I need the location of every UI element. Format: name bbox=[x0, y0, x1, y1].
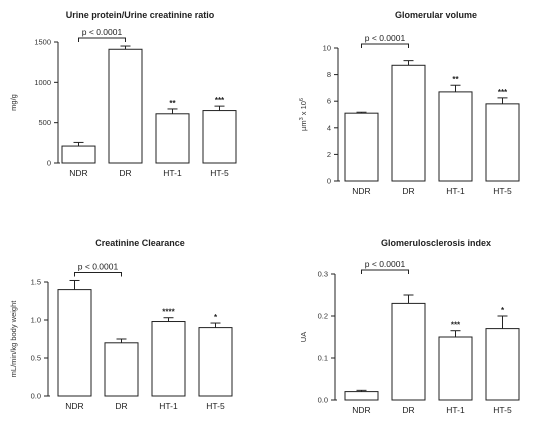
x-tick-label: HT-5 bbox=[493, 405, 512, 415]
x-tick-label: HT-5 bbox=[206, 401, 225, 411]
bar-ht-5 bbox=[485, 328, 520, 401]
x-tick-label: HT-1 bbox=[159, 401, 178, 411]
significance-marker: ** bbox=[169, 99, 176, 108]
chart-title: Glomerular volume bbox=[395, 10, 477, 20]
bar-ndr bbox=[57, 289, 92, 397]
x-tick-label: DR bbox=[402, 405, 414, 415]
y-tick-label: 0.1 bbox=[318, 354, 328, 363]
p-value-label: p < 0.0001 bbox=[78, 261, 119, 271]
bar-ht-5 bbox=[202, 110, 237, 164]
x-tick-label: HT-1 bbox=[446, 186, 465, 196]
bar-ht-5 bbox=[485, 103, 520, 182]
bar-dr bbox=[391, 302, 426, 401]
x-tick-label: NDR bbox=[352, 186, 370, 196]
y-tick-label: 0.0 bbox=[31, 392, 41, 401]
chart-title: Glomerulosclerosis index bbox=[381, 238, 491, 248]
y-tick-label: 1000 bbox=[34, 78, 51, 87]
y-tick-label: 0.5 bbox=[31, 354, 41, 363]
x-tick-label: HT-1 bbox=[163, 168, 182, 178]
bar-ndr bbox=[344, 112, 379, 182]
y-axis-label-tail: x 10 bbox=[299, 101, 308, 117]
y-tick-label: 10 bbox=[323, 44, 331, 53]
significance-marker: **** bbox=[162, 308, 175, 317]
x-tick-label: NDR bbox=[352, 405, 370, 415]
y-axis-label: UA bbox=[299, 332, 308, 342]
y-tick-label: 1500 bbox=[34, 38, 51, 47]
significance-marker: *** bbox=[451, 321, 461, 330]
y-axis-label-superscript: 6 bbox=[299, 98, 305, 101]
bar-ht-1 bbox=[438, 336, 473, 401]
chart-panel-4: Glomerulosclerosis index UA 0.0 0.1 0.2 0.3 ND… bbox=[299, 238, 520, 415]
x-tick-label: NDR bbox=[65, 401, 83, 411]
y-tick-label: 4 bbox=[327, 123, 331, 132]
significance-marker: *** bbox=[215, 96, 225, 105]
comparison-bracket bbox=[361, 269, 409, 274]
p-value-label: p < 0.0001 bbox=[82, 27, 123, 37]
bar-ht-1 bbox=[151, 321, 186, 397]
chart-panel-1: Urine protein/Urine creatinine ratio mg/g… bbox=[9, 10, 237, 178]
y-axis-label: mg/g bbox=[9, 94, 18, 111]
significance-marker: * bbox=[501, 306, 505, 315]
y-tick-label: 1.5 bbox=[31, 278, 41, 287]
bar-dr bbox=[104, 342, 139, 397]
y-tick-label: 2 bbox=[327, 150, 331, 159]
x-tick-label: HT-5 bbox=[210, 168, 229, 178]
y-tick-label: 0 bbox=[327, 177, 331, 186]
bar-ndr bbox=[61, 145, 96, 164]
x-tick-label: DR bbox=[115, 401, 127, 411]
comparison-bracket bbox=[361, 43, 409, 48]
x-tick-label: HT-1 bbox=[446, 405, 465, 415]
x-tick-label: NDR bbox=[69, 168, 87, 178]
x-tick-label: DR bbox=[402, 186, 414, 196]
y-axis-label-main: µm bbox=[299, 120, 308, 131]
y-tick-label: 500 bbox=[38, 118, 51, 127]
x-tick-label: DR bbox=[119, 168, 131, 178]
y-tick-label: 0.2 bbox=[318, 312, 328, 321]
comparison-bracket bbox=[74, 271, 122, 277]
y-axis-label: mL/min/kg body weight bbox=[9, 300, 18, 378]
significance-marker: ** bbox=[452, 75, 459, 84]
bar-ht-5 bbox=[198, 327, 233, 397]
bar-ndr bbox=[344, 391, 379, 401]
chart-panel-3: Creatinine Clearance mL/min/kg body weigh… bbox=[9, 238, 233, 411]
y-tick-label: 6 bbox=[327, 97, 331, 106]
y-tick-label: 8 bbox=[327, 70, 331, 79]
y-axis-label-superscript: 3 bbox=[299, 117, 305, 120]
y-tick-label: 0.3 bbox=[318, 270, 328, 279]
chart-title: Urine protein/Urine creatinine ratio bbox=[66, 10, 215, 20]
significance-marker: *** bbox=[498, 88, 508, 97]
y-axis-label-main: mL/min/kg body weight bbox=[9, 300, 18, 378]
y-tick-label: 0 bbox=[47, 159, 51, 168]
bar-dr bbox=[108, 48, 143, 164]
p-value-label: p < 0.0001 bbox=[365, 259, 406, 269]
y-tick-label: 1.0 bbox=[31, 316, 41, 325]
comparison-bracket bbox=[78, 37, 126, 42]
x-tick-label: HT-5 bbox=[493, 186, 512, 196]
y-tick-label: 0.0 bbox=[318, 396, 328, 405]
bar-ht-1 bbox=[155, 113, 190, 164]
bar-dr bbox=[391, 64, 426, 182]
p-value-label: p < 0.0001 bbox=[365, 33, 406, 43]
chart-title: Creatinine Clearance bbox=[95, 238, 185, 248]
significance-marker: * bbox=[214, 313, 218, 322]
bar-ht-1 bbox=[438, 91, 473, 182]
y-axis-label-main: mg/g bbox=[9, 94, 18, 111]
y-axis-label: µm3 x 106 bbox=[299, 98, 308, 131]
y-axis-label-main: UA bbox=[299, 332, 308, 342]
